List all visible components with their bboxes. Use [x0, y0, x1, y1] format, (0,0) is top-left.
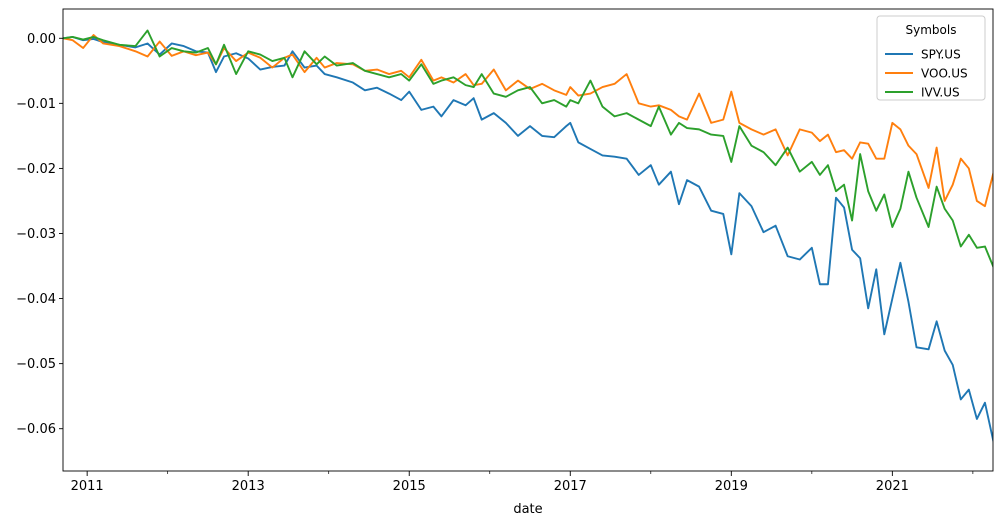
legend-entry-label: SPY.US [921, 48, 961, 62]
y-tick-label: −0.03 [16, 227, 56, 242]
x-tick-label: 2021 [876, 479, 909, 494]
x-tick-label: 2015 [393, 479, 426, 494]
y-tick-label: 0.00 [27, 32, 56, 47]
legend-entry-label: VOO.US [921, 67, 968, 81]
legend: Symbols SPY.US VOO.US IVV.US [876, 15, 986, 101]
axes-frame [62, 8, 994, 472]
y-tick-label: −0.02 [16, 162, 56, 177]
x-tick-label: 2019 [715, 479, 748, 494]
y-tick-label: −0.04 [16, 292, 56, 307]
x-tick-label: 2017 [554, 479, 587, 494]
series-line-voo-us [63, 34, 993, 208]
y-tick-label: −0.06 [16, 422, 56, 437]
y-tick-label: −0.05 [16, 357, 56, 372]
legend-box [876, 15, 986, 101]
series-layer [63, 29, 993, 444]
series-line-ivv-us [63, 29, 993, 269]
series-line-spy-us [63, 36, 993, 444]
x-tick-label: 2013 [232, 479, 265, 494]
legend-title: Symbols [906, 23, 957, 37]
x-tick-label: 2011 [71, 479, 104, 494]
y-tick-label: −0.01 [16, 97, 56, 112]
x-axis-label: date [513, 502, 542, 517]
legend-entry-label: IVV.US [921, 86, 960, 100]
axes-layer: 0.00 −0.01 −0.02 −0.03 −0.04 −0.05 −0.06 2011 20… [16, 8, 994, 494]
